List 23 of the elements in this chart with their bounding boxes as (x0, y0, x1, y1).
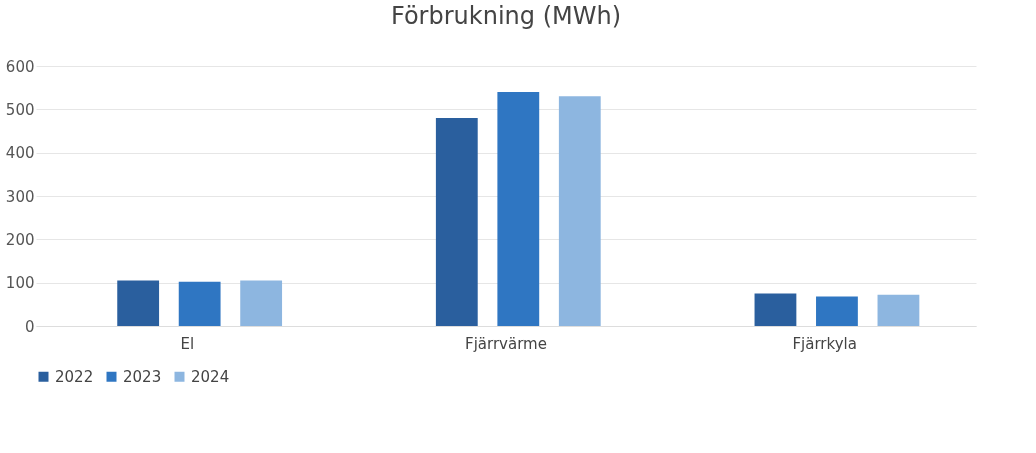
y-tick-label: 600 (5, 57, 35, 76)
bar (754, 293, 797, 326)
x-tick-label: Fjärrvärme (465, 334, 547, 353)
y-tick-label: 100 (5, 274, 35, 293)
y-tick-label: 500 (5, 100, 35, 119)
bar (497, 92, 540, 326)
bar (435, 118, 478, 326)
y-tick-label: 400 (5, 144, 35, 163)
bar (816, 296, 858, 326)
y-tick-label: 200 (5, 230, 35, 249)
bar (178, 281, 221, 326)
bar (117, 280, 160, 326)
legend-label: 2023 (123, 367, 162, 386)
bar (558, 96, 601, 326)
legend-label: 2022 (55, 367, 94, 386)
bar (877, 294, 920, 326)
y-tick-label: 0 (24, 317, 35, 336)
bar (240, 280, 283, 326)
chart-title: Förbrukning (MWh) (390, 2, 622, 30)
x-tick-label: Fjärrkyla (792, 334, 857, 353)
x-tick-label: El (180, 334, 195, 353)
legend-label: 2024 (191, 367, 230, 386)
y-tick-label: 300 (5, 187, 35, 206)
